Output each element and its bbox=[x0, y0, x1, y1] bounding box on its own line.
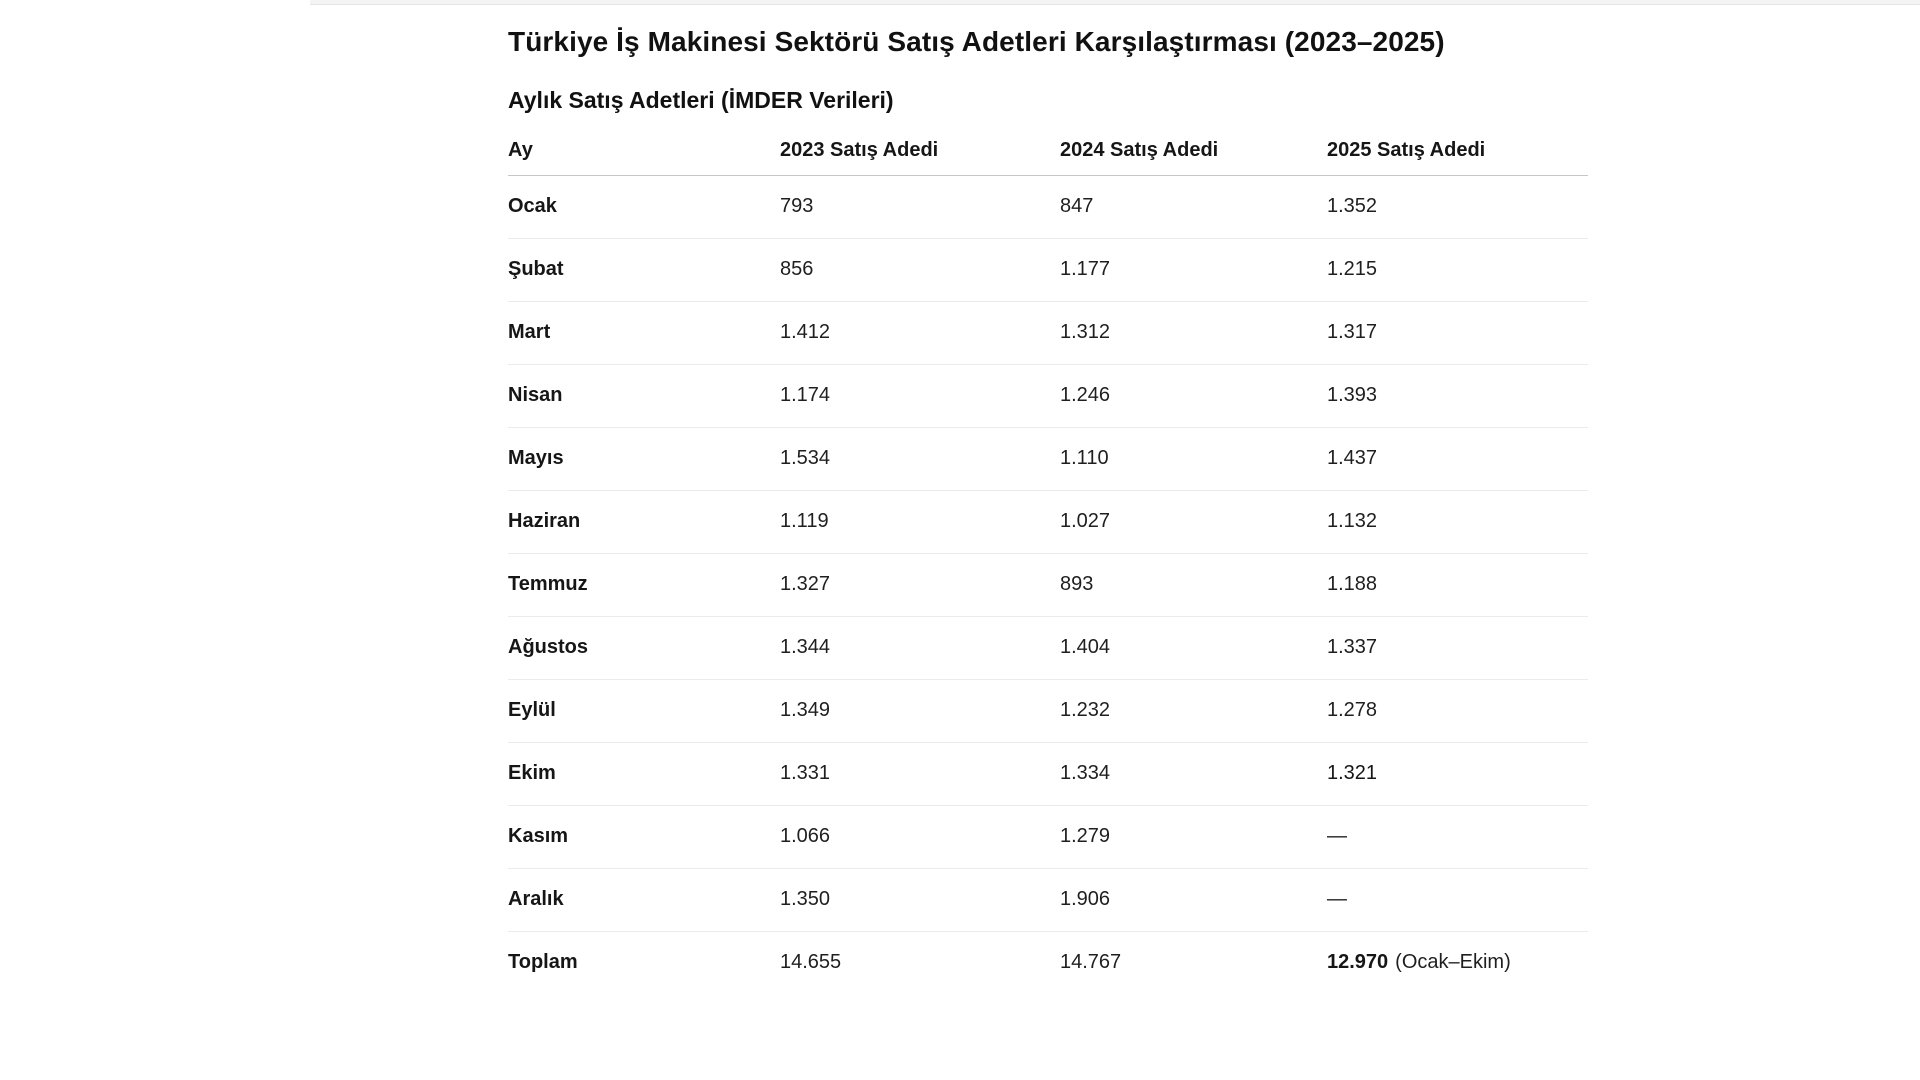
value-2023-cell: 1.327 bbox=[780, 553, 1060, 617]
table-row: Temmuz 1.327 893 1.188 bbox=[508, 553, 1588, 617]
value-2024-cell: 1.334 bbox=[1060, 742, 1327, 806]
value-2025-cell: 1.317 bbox=[1327, 301, 1588, 365]
value-2025-cell-empty: — bbox=[1327, 868, 1588, 932]
section-subtitle: Aylık Satış Adetleri (İMDER Verileri) bbox=[508, 87, 894, 114]
panel-top-edge bbox=[310, 0, 1920, 5]
month-cell: Nisan bbox=[508, 364, 780, 428]
value-2024-cell: 1.906 bbox=[1060, 868, 1327, 932]
value-2024-cell: 1.312 bbox=[1060, 301, 1327, 365]
table-row: Ocak 793 847 1.352 bbox=[508, 175, 1588, 239]
month-cell: Eylül bbox=[508, 679, 780, 743]
value-2023-cell: 793 bbox=[780, 175, 1060, 239]
table-row: Nisan 1.174 1.246 1.393 bbox=[508, 364, 1588, 428]
value-2024-cell: 893 bbox=[1060, 553, 1327, 617]
value-2024-cell: 1.246 bbox=[1060, 364, 1327, 428]
table-row: Ekim 1.331 1.334 1.321 bbox=[508, 742, 1588, 806]
month-cell: Ekim bbox=[508, 742, 780, 806]
month-cell: Ocak bbox=[508, 175, 780, 239]
value-2023-cell: 1.412 bbox=[780, 301, 1060, 365]
value-2025-cell: 1.188 bbox=[1327, 553, 1588, 617]
col-header-month: Ay bbox=[508, 128, 780, 176]
month-cell: Haziran bbox=[508, 490, 780, 554]
month-cell: Mart bbox=[508, 301, 780, 365]
table-row: Haziran 1.119 1.027 1.132 bbox=[508, 490, 1588, 554]
total-2023-cell: 14.655 bbox=[780, 951, 842, 974]
total-2025-value: 12.970 bbox=[1327, 951, 1389, 974]
value-2024-cell: 1.177 bbox=[1060, 238, 1327, 302]
total-2025-note: (Ocak–Ekim) bbox=[1395, 951, 1511, 974]
value-2025-cell: 1.337 bbox=[1327, 616, 1588, 680]
monthly-sales-table: Ay 2023 Satış Adedi 2024 Satış Adedi 202… bbox=[508, 128, 1588, 995]
report-content: Türkiye İş Makinesi Sektörü Satış Adetle… bbox=[508, 26, 1588, 994]
value-2023-cell: 1.350 bbox=[780, 868, 1060, 932]
value-2025-cell-empty: — bbox=[1327, 805, 1588, 869]
value-2025-cell: 1.132 bbox=[1327, 490, 1588, 554]
total-label-cell: Toplam bbox=[508, 951, 578, 974]
value-2024-cell: 1.027 bbox=[1060, 490, 1327, 554]
table-row: Şubat 856 1.177 1.215 bbox=[508, 238, 1588, 302]
value-2024-cell: 1.404 bbox=[1060, 616, 1327, 680]
value-2025-cell-highlighted: 1.321 bbox=[1327, 742, 1588, 806]
table-row: Eylül 1.349 1.232 1.278 bbox=[508, 679, 1588, 743]
table-row: Mayıs 1.534 1.110 1.437 bbox=[508, 427, 1588, 491]
month-cell: Mayıs bbox=[508, 427, 780, 491]
value-2023-cell: 1.534 bbox=[780, 427, 1060, 491]
total-2025-cell: 12.970 (Ocak–Ekim) bbox=[1327, 931, 1588, 994]
value-2024-cell: 1.232 bbox=[1060, 679, 1327, 743]
value-2023-cell: 1.174 bbox=[780, 364, 1060, 428]
value-2023-cell: 1.349 bbox=[780, 679, 1060, 743]
value-2025-cell: 1.278 bbox=[1327, 679, 1588, 743]
table-row: Ağustos 1.344 1.404 1.337 bbox=[508, 616, 1588, 680]
table-header-row: Ay 2023 Satış Adedi 2024 Satış Adedi 202… bbox=[508, 128, 1588, 176]
col-header-2023: 2023 Satış Adedi bbox=[780, 128, 1060, 176]
table-total-row: Toplam 14.655 14.767 12.970 (Ocak–Ekim) bbox=[508, 931, 1588, 994]
value-2023-cell: 1.119 bbox=[780, 490, 1060, 554]
col-header-2024: 2024 Satış Adedi bbox=[1060, 128, 1327, 176]
value-2024-cell: 847 bbox=[1060, 175, 1327, 239]
value-2025-cell: 1.393 bbox=[1327, 364, 1588, 428]
value-2025-cell: 1.352 bbox=[1327, 175, 1588, 239]
table-row: Mart 1.412 1.312 1.317 bbox=[508, 301, 1588, 365]
month-cell: Temmuz bbox=[508, 553, 780, 617]
value-2023-cell: 1.331 bbox=[780, 742, 1060, 806]
month-cell: Ağustos bbox=[508, 616, 780, 680]
table-row: Aralık 1.350 1.906 — bbox=[508, 868, 1588, 932]
month-cell: Aralık bbox=[508, 868, 780, 932]
month-cell: Şubat bbox=[508, 238, 780, 302]
value-2023-cell: 856 bbox=[780, 238, 1060, 302]
month-cell: Kasım bbox=[508, 805, 780, 869]
value-2023-cell: 1.344 bbox=[780, 616, 1060, 680]
value-2025-cell: 1.215 bbox=[1327, 238, 1588, 302]
value-2024-cell: 1.110 bbox=[1060, 427, 1327, 491]
page-title: Türkiye İş Makinesi Sektörü Satış Adetle… bbox=[508, 26, 1445, 57]
col-header-2025: 2025 Satış Adedi bbox=[1327, 128, 1588, 176]
total-2024-cell: 14.767 bbox=[1060, 951, 1122, 974]
value-2024-cell: 1.279 bbox=[1060, 805, 1327, 869]
value-2023-cell: 1.066 bbox=[780, 805, 1060, 869]
table-row: Kasım 1.066 1.279 — bbox=[508, 805, 1588, 869]
value-2025-cell: 1.437 bbox=[1327, 427, 1588, 491]
